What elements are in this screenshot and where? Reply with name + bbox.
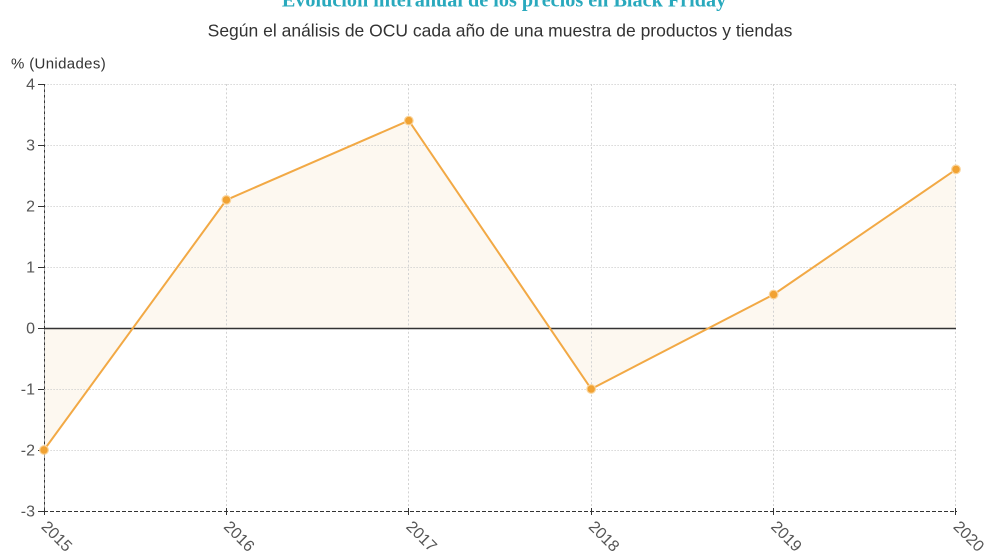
svg-text:-2: -2 [21,443,35,460]
svg-text:-3: -3 [21,504,35,521]
svg-text:Según el análisis de OCU cada: Según el análisis de OCU cada año de una… [208,21,793,41]
svg-text:0: 0 [26,321,35,338]
svg-text:1: 1 [26,260,35,277]
svg-text:% (Unidades): % (Unidades) [11,56,106,73]
svg-text:4: 4 [26,77,35,94]
svg-text:Evolución interanual de los pr: Evolución interanual de los precios en B… [282,0,726,12]
svg-text:3: 3 [26,138,35,155]
svg-text:-1: -1 [21,382,35,399]
svg-text:2: 2 [26,199,35,216]
